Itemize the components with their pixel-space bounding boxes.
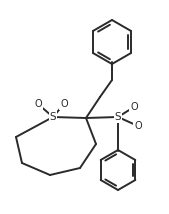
Text: O: O (130, 102, 138, 112)
Text: O: O (134, 121, 142, 131)
Text: O: O (34, 99, 42, 109)
Text: S: S (50, 112, 56, 122)
Text: O: O (60, 99, 68, 109)
Text: S: S (115, 112, 121, 122)
